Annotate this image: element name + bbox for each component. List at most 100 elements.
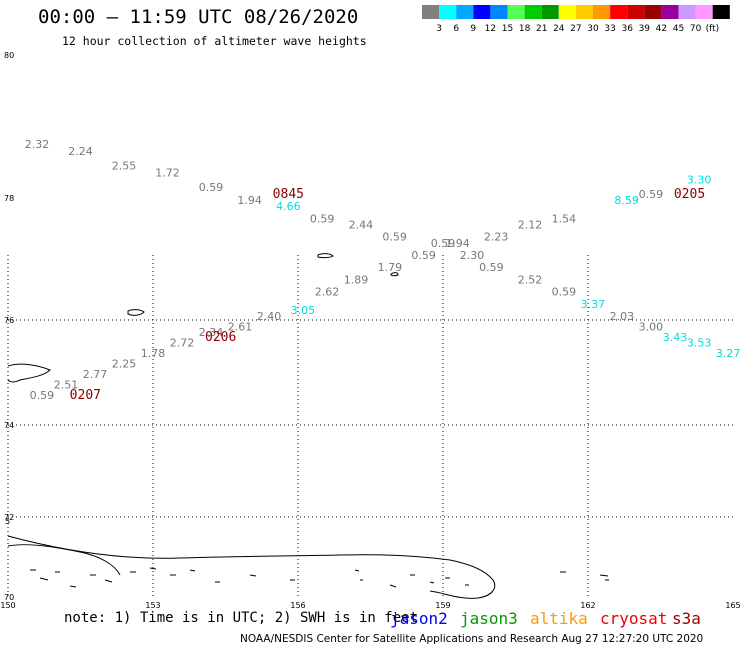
wave-height-value: 0.59 xyxy=(310,212,335,225)
scale-label: 45 xyxy=(673,24,684,34)
wave-height-value: 2.51 xyxy=(54,378,79,391)
wave-height-value: 2.62 xyxy=(315,286,340,299)
wave-height-color-scale: 3 6 9 12 15 18 21 24 27 30 33 36 39 42 45 70 (ft) xyxy=(422,5,730,34)
island-small-3 xyxy=(390,272,399,277)
wave-height-value: 2.25 xyxy=(112,357,137,370)
scale-swatch xyxy=(541,5,559,19)
scale-swatch xyxy=(473,5,491,19)
wave-height-value: 0.59 xyxy=(479,261,504,274)
page-subtitle: 12 hour collection of altimeter wave hei… xyxy=(62,34,367,48)
wave-height-value: 1.94 xyxy=(237,194,262,207)
scale-unit: (ft) xyxy=(706,24,720,34)
wave-height-value: 4.66 xyxy=(276,200,301,213)
pass-time-label: 0206 xyxy=(205,330,236,345)
lon-tick-label: 159 xyxy=(435,601,450,610)
wave-height-value: 2.30 xyxy=(460,249,485,262)
scale-label: 33 xyxy=(604,24,615,34)
scale-swatch xyxy=(678,5,696,19)
wave-height-value: 3.43 xyxy=(663,331,688,344)
wave-height-value: 0.59 xyxy=(30,389,55,402)
scale-label: 9 xyxy=(470,24,476,34)
wave-height-value: 1.78 xyxy=(141,347,166,360)
scale-label: 36 xyxy=(621,24,633,34)
wave-height-value: 1.94 xyxy=(445,237,470,250)
wave-height-value: 0.59 xyxy=(411,249,436,262)
footer-credit: NOAA/NESDIS Center for Satellite Applica… xyxy=(240,633,704,645)
island-small-1 xyxy=(127,309,145,316)
scale-swatch xyxy=(524,5,542,19)
island-cluster-1 xyxy=(30,567,609,588)
wave-height-value: 2.24 xyxy=(68,145,93,158)
footer-note: note: 1) Time is in UTC; 2) SWH is in fe… xyxy=(64,610,419,626)
scale-swatch xyxy=(661,5,679,19)
satellite-name: jason3 xyxy=(460,609,518,628)
satellite-name: s3a xyxy=(672,609,701,628)
wave-height-value: 3.00 xyxy=(639,321,664,334)
island-west-1 xyxy=(7,363,51,383)
scale-label: 39 xyxy=(639,24,651,34)
wave-height-value: 0.59 xyxy=(199,181,224,194)
island-small-2 xyxy=(317,253,334,259)
coastline xyxy=(7,253,609,599)
wave-height-value: 1.79 xyxy=(378,261,403,274)
scale-swatch xyxy=(695,5,713,19)
wave-height-value: 3.53 xyxy=(687,336,712,349)
wave-height-value: 2.77 xyxy=(83,368,108,381)
wave-height-value: 8.59 xyxy=(614,194,639,207)
wave-height-value: 2.55 xyxy=(112,159,137,172)
scale-swatch xyxy=(644,5,662,19)
scale-swatch xyxy=(507,5,525,19)
scale-label: 3 xyxy=(436,24,442,34)
lat-tick-label: 80 xyxy=(4,51,14,60)
wave-height-value: 0.59 xyxy=(382,231,407,244)
scale-swatch xyxy=(490,5,508,19)
pass-time-label: 0845 xyxy=(273,187,304,202)
graticule-grid xyxy=(7,255,733,597)
page-title: 00:00 – 11:59 UTC 08/26/2020 xyxy=(38,6,359,28)
coastline-west xyxy=(7,544,121,576)
scale-label: 18 xyxy=(519,24,531,34)
wave-height-value: 1.54 xyxy=(552,212,577,225)
wave-height-value: 2.23 xyxy=(484,231,509,244)
lon-tick-label: 165 xyxy=(725,601,740,610)
lon-tick-label: 153 xyxy=(145,601,160,610)
scale-swatch xyxy=(712,5,730,19)
lon-tick-label: 156 xyxy=(290,601,305,610)
scale-swatch xyxy=(593,5,611,19)
wave-height-value: 2.72 xyxy=(170,336,195,349)
lon-tick-label: 162 xyxy=(580,601,595,610)
wave-height-value: 2.40 xyxy=(257,310,282,323)
scale-swatch xyxy=(575,5,593,19)
lat-tick-label: 72 xyxy=(4,513,14,522)
satellite-name: cryosat xyxy=(600,609,668,628)
scale-label: 12 xyxy=(485,24,496,34)
wave-height-observations: 2.322.242.551.720.591.94 4.660.59 2.440.59… xyxy=(25,138,740,402)
scale-label: 6 xyxy=(453,24,459,34)
pass-time-labels: 0845 0206 0207 0205 xyxy=(70,187,705,403)
lat-tick-label: 74 xyxy=(4,421,14,430)
scale-label: 70 xyxy=(690,24,702,34)
scale-label: 27 xyxy=(570,24,581,34)
scale-swatch xyxy=(627,5,645,19)
scale-label: 15 xyxy=(502,24,513,34)
lat-tick-label: 78 xyxy=(4,194,14,203)
wave-height-value: 2.61 xyxy=(228,321,253,334)
scale-label: 21 xyxy=(536,24,547,34)
lat-tick-label: 70 xyxy=(4,593,14,602)
lat-tick-label-extra: 5 xyxy=(5,517,10,526)
pass-time-label: 0205 xyxy=(674,187,705,202)
satellite-name: jason2 xyxy=(390,609,448,628)
axis-tick-labels: 150 153 156 159 162 165 70 72 74 76 78 80 5 xyxy=(0,51,740,610)
pass-time-label: 0207 xyxy=(70,388,101,403)
wave-height-value: 3.37 xyxy=(581,298,606,311)
lat-tick-label: 76 xyxy=(4,316,14,325)
wave-height-value: 2.34 xyxy=(199,326,224,339)
scale-swatch xyxy=(439,5,457,19)
wave-height-value: 2.44 xyxy=(349,219,374,232)
wave-height-value: 1.72 xyxy=(155,167,180,180)
wave-height-value: 3.27 xyxy=(716,347,740,360)
wave-height-value: 2.12 xyxy=(518,219,543,232)
scale-label: 30 xyxy=(587,24,599,34)
